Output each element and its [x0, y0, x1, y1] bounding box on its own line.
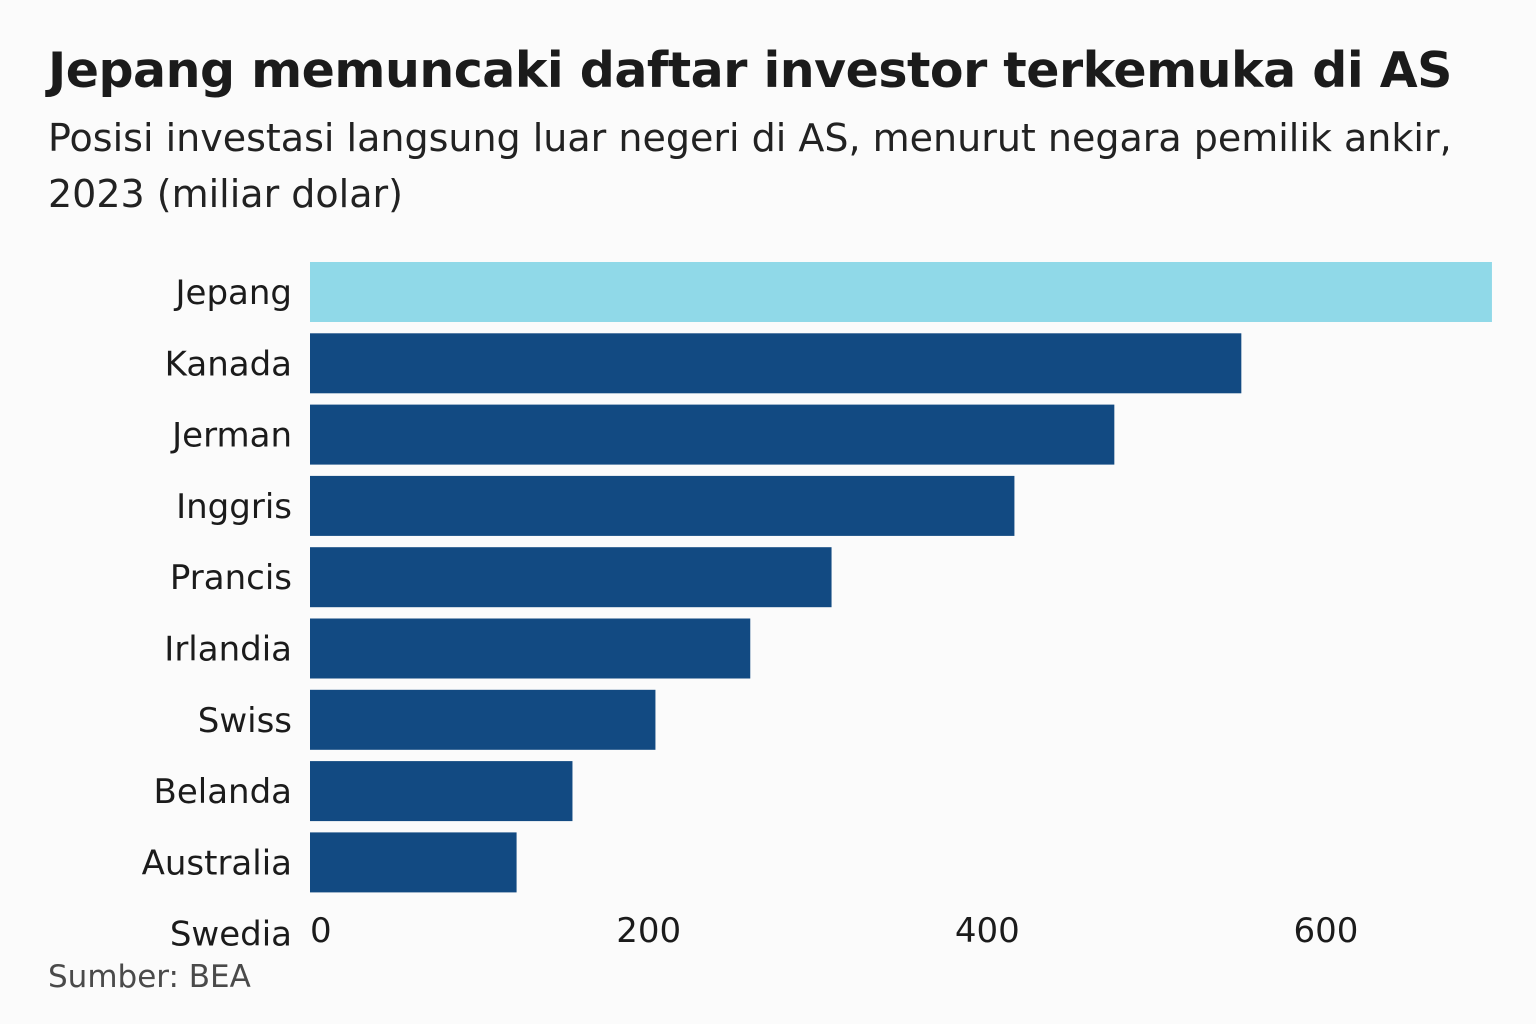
bar-jepang: [310, 262, 1492, 322]
subtitle-line-1: Posisi investasi langsung luar negeri di…: [48, 116, 1452, 160]
source-note: Sumber: BEA: [48, 959, 251, 995]
category-label-kanada: Kanada: [165, 344, 292, 384]
category-label-jerman: Jerman: [170, 416, 292, 456]
x-tick-label-400: 400: [955, 911, 1020, 951]
category-label-belanda: Belanda: [154, 772, 293, 812]
bar-prancis: [310, 547, 832, 608]
bar-inggris: [310, 475, 1015, 536]
bar-kanada: [310, 333, 1242, 394]
bar-group: [310, 262, 1492, 893]
x-tick-label-600: 600: [1294, 911, 1359, 951]
bar-jerman: [310, 404, 1115, 465]
x-axis-tick-labels: 0 200 400 600: [310, 911, 1358, 951]
x-tick-label-0: 0: [310, 911, 332, 951]
category-label-irlandia: Irlandia: [164, 630, 292, 670]
category-label-swedia: Swedia: [170, 915, 292, 955]
chart-subtitle: Posisi investasi langsung luar negeri di…: [48, 110, 1498, 222]
category-label-swiss: Swiss: [198, 701, 292, 741]
subtitle-line-2: 2023 (miliar dolar): [48, 172, 403, 216]
category-label-jepang: Jepang: [174, 273, 293, 313]
bar-australia: [310, 832, 517, 893]
category-label-australia: Australia: [142, 843, 292, 883]
bar-irlandia: [310, 618, 751, 679]
chart-title: Jepang memuncaki daftar investor terkemu…: [48, 42, 1452, 99]
bar-swiss: [310, 689, 656, 750]
category-labels: Jepang Kanada Jerman Inggris Prancis Irlandia…: [142, 273, 292, 955]
bar-belanda: [310, 761, 573, 822]
category-label-prancis: Prancis: [170, 558, 292, 598]
x-tick-label-200: 200: [616, 911, 681, 951]
category-label-inggris: Inggris: [176, 487, 292, 527]
